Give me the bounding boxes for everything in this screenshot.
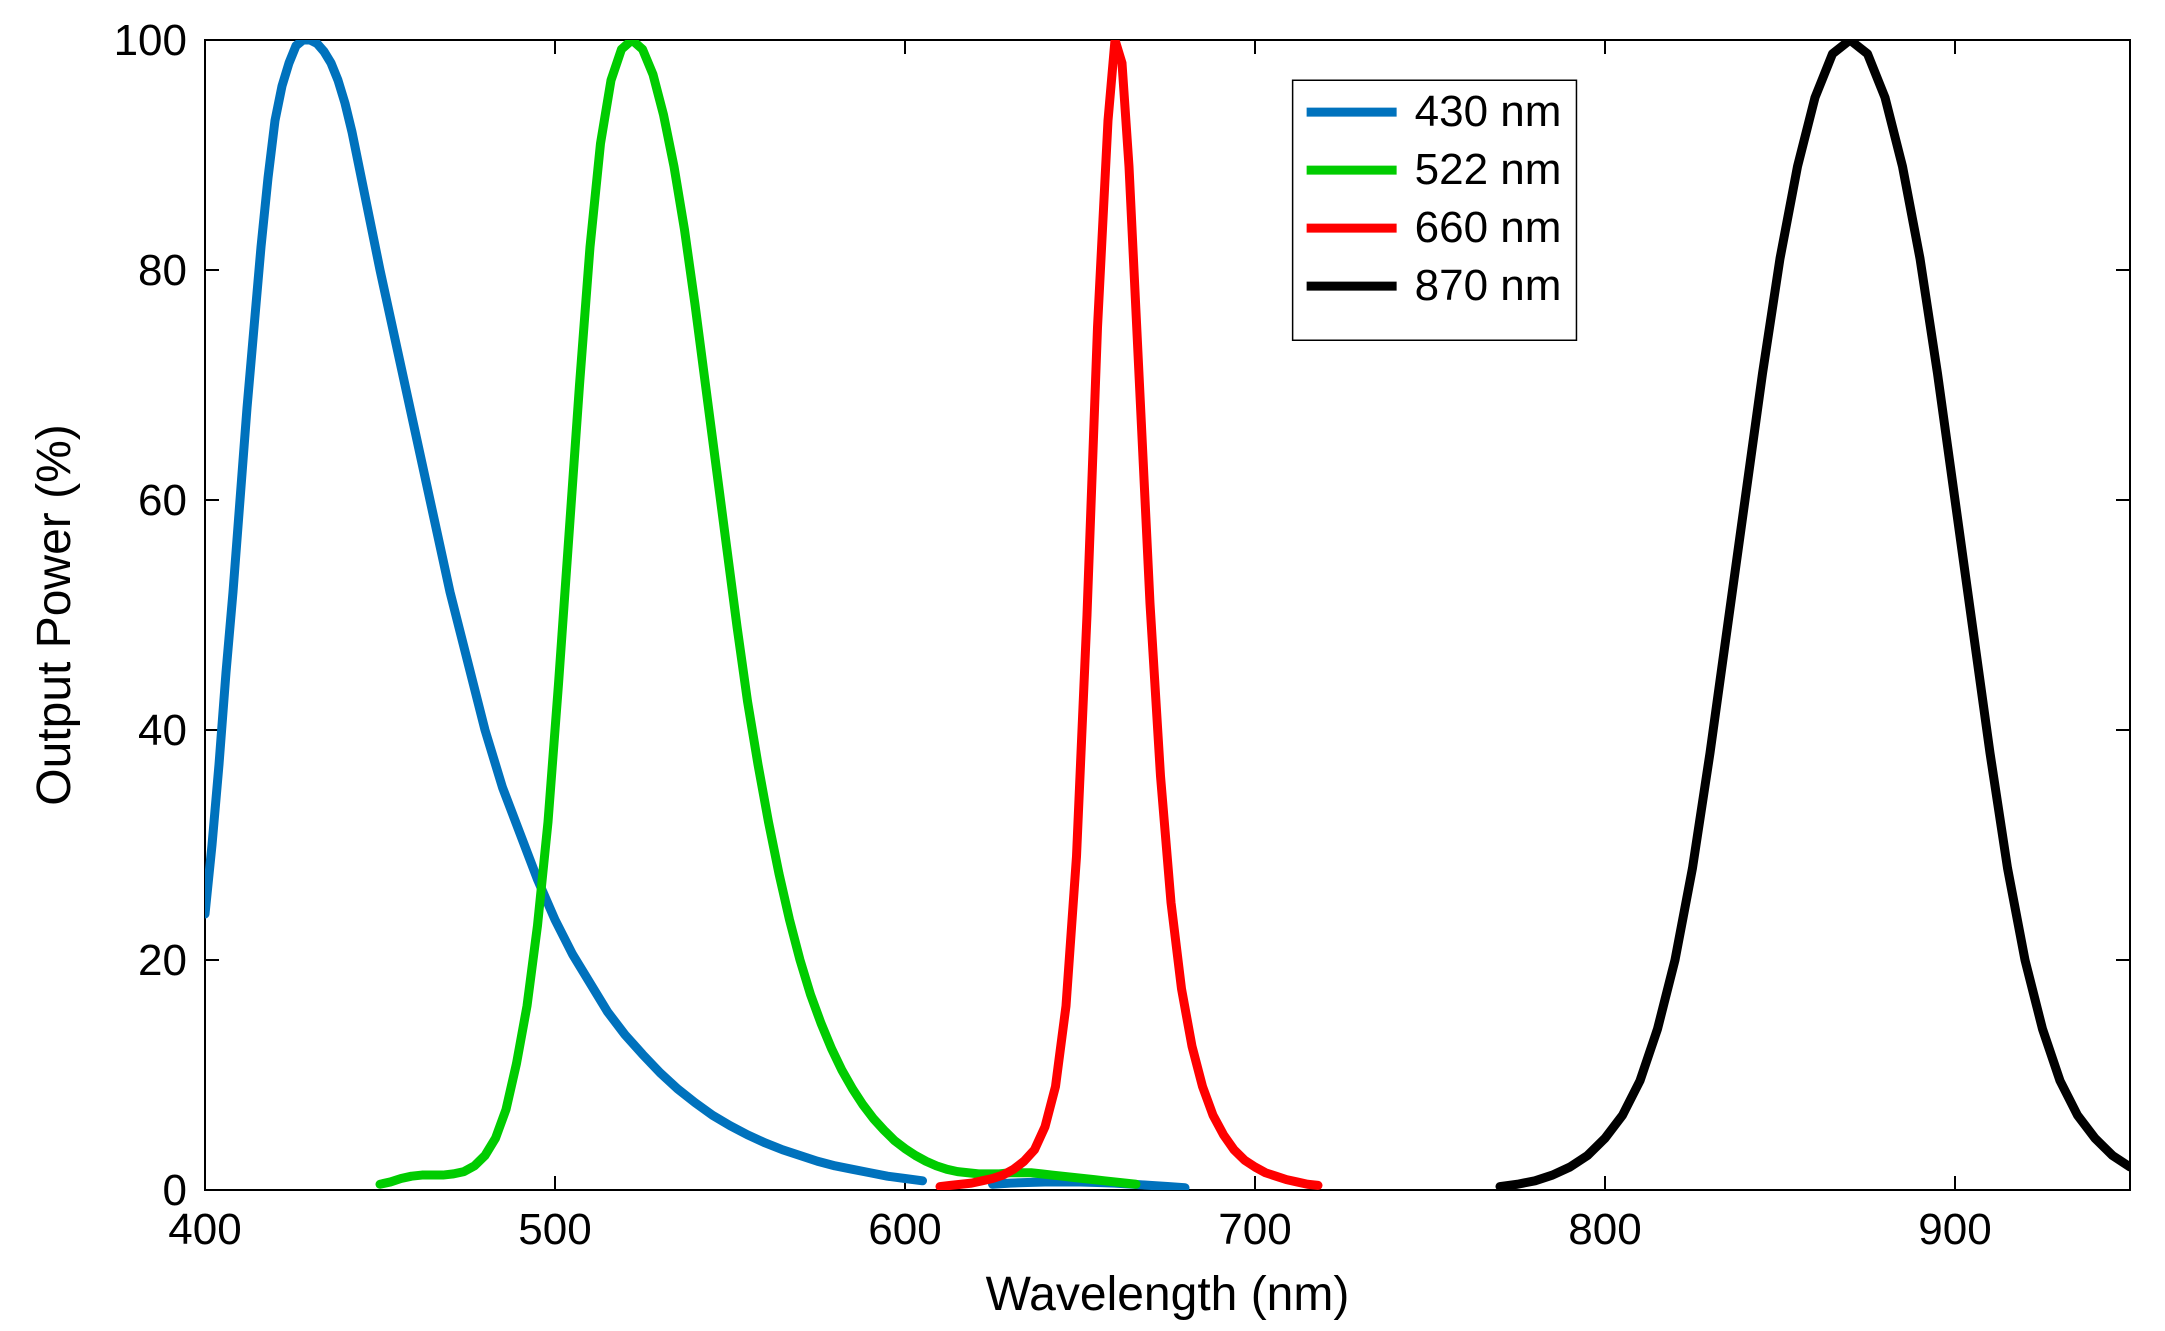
- y-tick-label: 40: [138, 706, 187, 755]
- x-axis-label: Wavelength (nm): [986, 1268, 1350, 1321]
- y-tick-label: 80: [138, 246, 187, 295]
- x-tick-label: 900: [1918, 1205, 1991, 1254]
- y-tick-label: 0: [163, 1166, 187, 1215]
- chart-svg: 400500600700800900020406080100Wavelength…: [0, 0, 2165, 1331]
- x-tick-label: 800: [1568, 1205, 1641, 1254]
- y-tick-label: 20: [138, 936, 187, 985]
- y-tick-label: 60: [138, 476, 187, 525]
- x-tick-label: 600: [868, 1205, 941, 1254]
- x-tick-label: 500: [518, 1205, 591, 1254]
- y-axis-label: Output Power (%): [28, 424, 81, 805]
- y-tick-label: 100: [114, 16, 187, 65]
- x-tick-label: 700: [1218, 1205, 1291, 1254]
- legend-label: 522 nm: [1415, 145, 1562, 194]
- legend-label: 660 nm: [1415, 203, 1562, 252]
- legend-label: 870 nm: [1415, 261, 1562, 310]
- legend-label: 430 nm: [1415, 87, 1562, 136]
- legend: 430 nm 522 nm 660 nm 870 nm: [1293, 80, 1577, 340]
- spectrum-chart: 400500600700800900020406080100Wavelength…: [0, 0, 2165, 1331]
